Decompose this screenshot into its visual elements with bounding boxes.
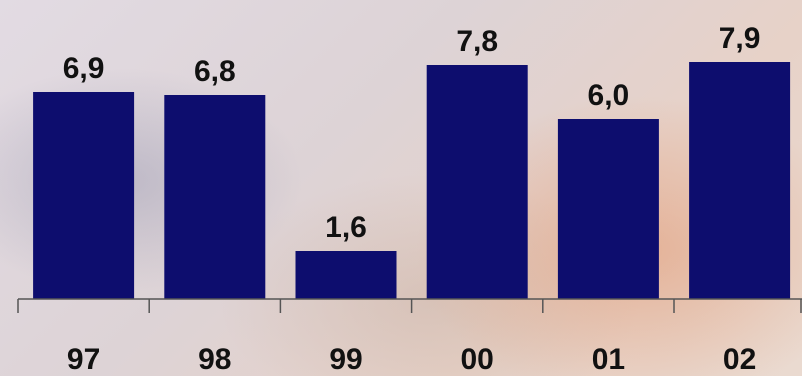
bar-97 <box>33 92 135 299</box>
x-tick-label-01: 01 <box>592 343 625 376</box>
bar-02 <box>689 62 791 299</box>
x-tick-label-99: 99 <box>329 343 362 376</box>
value-label-97: 6,9 <box>63 52 105 85</box>
x-axis-tick-labels: 97 98 99 00 01 02 <box>67 343 756 376</box>
value-label-00: 7,8 <box>456 25 498 58</box>
value-label-99: 1,6 <box>325 211 367 244</box>
value-labels-group: 6,9 6,8 1,6 7,8 6,0 7,9 <box>63 22 761 244</box>
value-label-02: 7,9 <box>719 22 761 55</box>
x-tick-label-02: 02 <box>723 343 756 376</box>
x-tick-label-00: 00 <box>461 343 494 376</box>
x-tick-label-97: 97 <box>67 343 100 376</box>
x-tick-label-98: 98 <box>198 343 231 376</box>
bars-group <box>33 62 791 299</box>
x-axis-ticks <box>17 299 802 313</box>
bar-98 <box>164 95 266 299</box>
value-label-98: 6,8 <box>194 55 236 88</box>
value-label-01: 6,0 <box>588 79 630 112</box>
bar-99 <box>295 251 397 299</box>
bar-01 <box>557 119 659 299</box>
bar-00 <box>426 65 528 299</box>
